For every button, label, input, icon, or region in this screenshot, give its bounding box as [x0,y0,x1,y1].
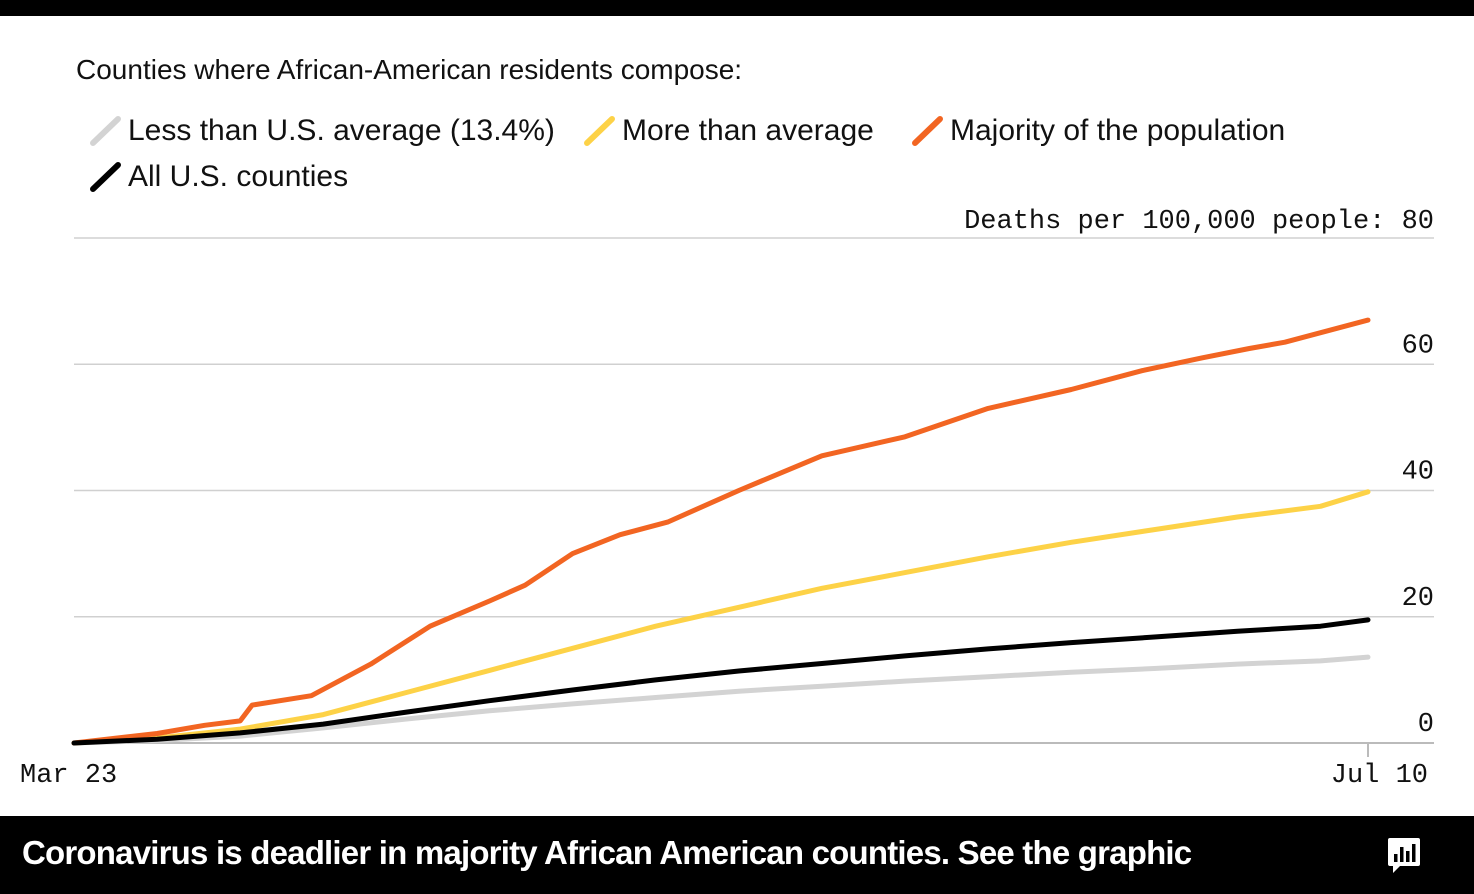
legend-swatch-majority [912,116,943,146]
legend-item-less-than-average: Less than U.S. average (13.4%) [90,114,555,148]
headline-bar[interactable]: Coronavirus is deadlier in majority Afri… [0,816,1474,894]
legend-swatch-more-than-average [584,116,615,146]
line-chart: Deaths per 100,000 people: 80 Mar 23 Jul… [20,207,1434,791]
series-line-all-counties [71,617,1371,746]
series-line-less-than-average [71,654,1371,746]
chart-card: Counties where African-American resident… [0,16,1474,816]
legend-title: Counties where African-American resident… [76,54,743,85]
legend-label-more-than-average: More than average [622,114,874,147]
legend-swatch-less-than-average [90,116,121,146]
y-tick-label-0: 0 [1418,710,1434,740]
y-tick-label-60: 60 [1402,331,1434,361]
y-tick-label-20: 20 [1402,584,1434,614]
x-start-label: Mar 23 [20,761,117,791]
legend-label-less-than-average: Less than U.S. average (13.4%) [128,114,555,147]
series-line-more-than-average [71,489,1371,746]
y-axis-title: Deaths per 100,000 people: [964,207,1385,237]
bar-chart-icon[interactable] [1386,836,1422,876]
y-axis-title-with-top-tick: Deaths per 100,000 people: 80 [964,207,1434,237]
series-line-majority [71,317,1371,746]
legend-item-more-than-average: More than average [584,114,874,148]
y-tick-label-80: 80 [1402,207,1434,237]
legend-swatch-all-counties [90,162,121,192]
legend-item-all-counties: All U.S. counties [90,160,348,194]
gridlines [74,237,1434,757]
x-end-label: Jul 10 [1331,761,1428,791]
legend-label-all-counties: All U.S. counties [128,160,349,193]
y-tick-label-40: 40 [1402,458,1434,488]
legend-label-majority: Majority of the population [950,114,1286,147]
headline-link[interactable]: Coronavirus is deadlier in majority Afri… [22,834,1192,871]
axis-labels: Deaths per 100,000 people: 80 Mar 23 Jul… [20,207,1434,791]
series-lines [71,317,1371,746]
legend-item-majority: Majority of the population [912,114,1285,148]
